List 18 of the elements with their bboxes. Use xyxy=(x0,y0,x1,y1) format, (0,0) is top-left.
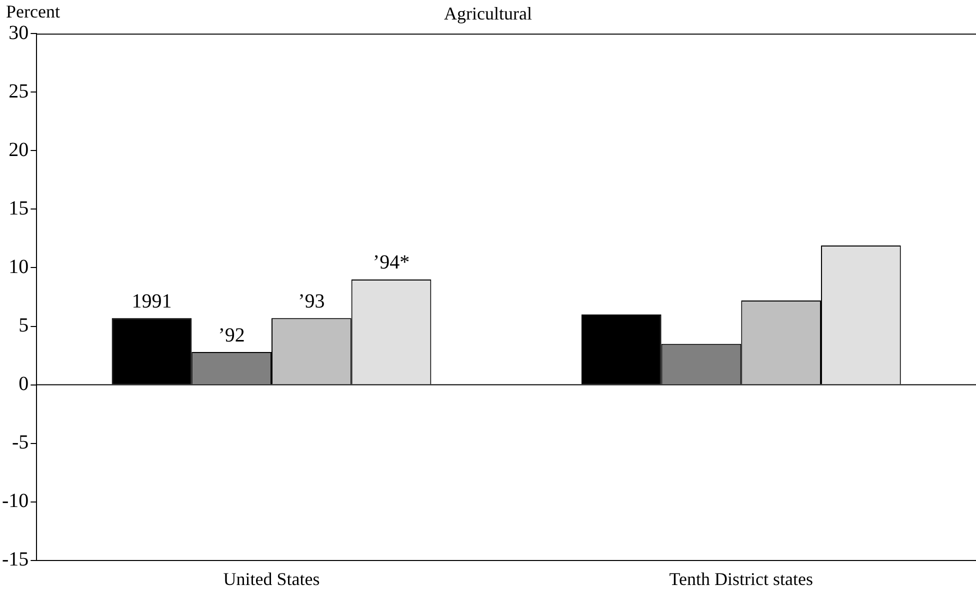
y-tick-label: -10 xyxy=(2,490,29,512)
y-tick-label: 15 xyxy=(8,197,29,220)
y-tick-label: 20 xyxy=(8,138,29,161)
series-label: ’92 xyxy=(218,324,245,346)
y-tick-label: 10 xyxy=(8,256,29,278)
y-tick-label: 30 xyxy=(8,22,29,44)
y-tick-label: 25 xyxy=(8,80,29,102)
x-tick-label: United States xyxy=(223,568,320,589)
y-tick-label: 5 xyxy=(18,314,29,337)
x-tick-label: Tenth District states xyxy=(669,568,814,589)
y-axis-title: Percent xyxy=(6,2,60,22)
series-label: ’93 xyxy=(298,290,325,312)
y-tick-label: -5 xyxy=(12,432,29,454)
chart-title: Agricultural xyxy=(444,4,532,24)
y-tick-label: 0 xyxy=(18,373,29,396)
y-tick-label: -15 xyxy=(2,548,29,571)
series-label: 1991 xyxy=(132,290,172,312)
series-label: ’94* xyxy=(372,252,410,274)
